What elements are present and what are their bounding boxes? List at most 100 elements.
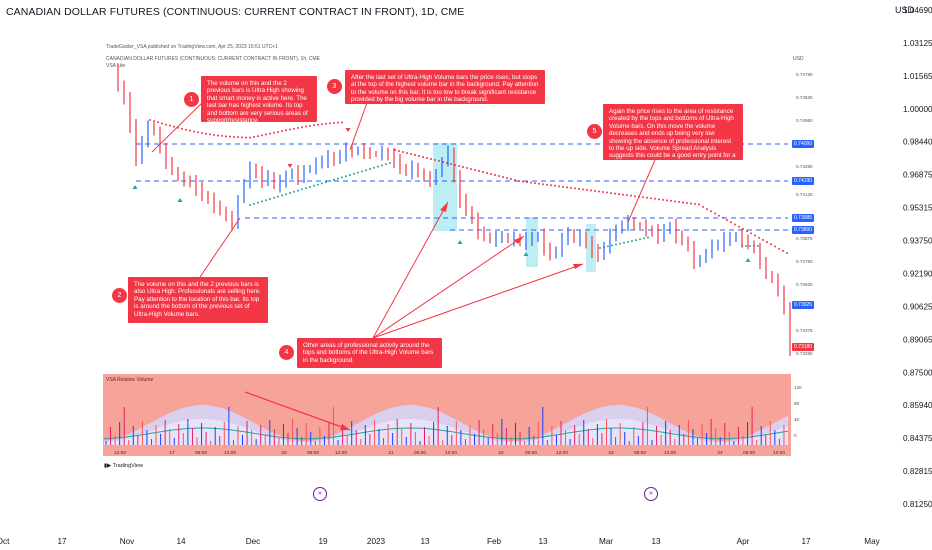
y-tick-label: 0.95315 bbox=[903, 204, 932, 213]
stop-dot bbox=[486, 172, 488, 174]
stop-dot bbox=[317, 123, 319, 126]
support-dot bbox=[643, 237, 645, 240]
inner-time-tick: 06:00 bbox=[743, 450, 755, 456]
y-tick-label: 1.04690 bbox=[903, 6, 932, 15]
support-dot bbox=[647, 236, 649, 239]
inner-time-tick: 12:00 bbox=[224, 450, 236, 456]
arrowhead-4a bbox=[440, 202, 448, 212]
support-dot bbox=[301, 188, 303, 191]
y-tick-label: 0.82815 bbox=[903, 467, 932, 476]
stop-dot bbox=[654, 197, 656, 200]
tradingview-logo-icon: ▮▶ bbox=[104, 463, 113, 469]
stop-dot bbox=[606, 191, 608, 194]
stop-dot bbox=[506, 177, 508, 179]
price-box-4: 0.73890 bbox=[792, 226, 815, 234]
support-dot bbox=[313, 184, 315, 187]
stop-dot bbox=[185, 128, 187, 131]
stop-dot bbox=[570, 186, 572, 189]
stop-dot bbox=[329, 122, 331, 125]
inner-price-tick: 0.73375 bbox=[796, 328, 813, 333]
volume-tick: 12K bbox=[794, 385, 803, 390]
stop-dot bbox=[321, 123, 323, 126]
inner-time-tick: 24 bbox=[717, 450, 723, 456]
support-dot bbox=[627, 240, 629, 243]
annotation-5: Again the price rises to the area of res… bbox=[603, 104, 743, 167]
arrowhead-4b bbox=[514, 236, 524, 244]
support-dot bbox=[623, 241, 625, 244]
support-dot bbox=[377, 165, 379, 168]
callout-arrows bbox=[151, 99, 656, 339]
support-dot bbox=[745, 245, 747, 247]
stop-dot bbox=[490, 173, 492, 175]
stop-dot bbox=[666, 199, 668, 202]
volume-tick: 0 bbox=[794, 433, 797, 438]
support-dot bbox=[611, 244, 613, 247]
stop-dot bbox=[402, 151, 404, 153]
support-dot bbox=[635, 239, 637, 242]
annotation-2: The volume on this and the 2 previous ba… bbox=[128, 277, 268, 323]
stop-dot bbox=[225, 135, 227, 138]
stop-dot bbox=[670, 199, 672, 202]
stop-dot bbox=[289, 128, 291, 131]
x-tick-label: Oct bbox=[0, 537, 10, 546]
support-dot bbox=[369, 168, 371, 170]
stop-dot bbox=[305, 125, 307, 128]
callout-arrow-4c bbox=[372, 263, 584, 339]
sell-signal-marker bbox=[287, 164, 293, 168]
replay-icon[interactable]: » bbox=[644, 487, 658, 501]
callout-arrow-2 bbox=[199, 217, 241, 278]
support-dot bbox=[249, 204, 251, 206]
outer-price-axis: 1.04690 1.03125 1.01565 1.00000 0.98440 0.968… bbox=[903, 6, 932, 509]
annotation-3: After the last set of Ultra-High Volume … bbox=[345, 70, 545, 104]
stop-dot bbox=[422, 156, 424, 158]
inner-time-tick: 12:00 bbox=[335, 450, 347, 456]
stop-dot bbox=[245, 136, 247, 139]
stop-dot bbox=[610, 192, 612, 195]
support-dot bbox=[305, 187, 307, 190]
stop-dot bbox=[165, 123, 167, 126]
stop-dot bbox=[554, 184, 556, 187]
stop-dot bbox=[566, 186, 568, 189]
inner-price-axis: 0.74790 0.74625 0.74560 0.74290 0.74125 0.738… bbox=[794, 72, 813, 438]
stop-dot bbox=[293, 127, 295, 130]
inner-time-axis: 12:00 17 06:00 12:00 20 06:00 12:00 21 06:00 12:0… bbox=[114, 450, 785, 456]
inner-price-tick: 0.73625 bbox=[796, 282, 813, 287]
stop-dot bbox=[698, 203, 700, 206]
x-tick-label: 19 bbox=[318, 537, 328, 546]
inner-time-tick: 12:00 bbox=[773, 450, 785, 456]
support-dot bbox=[619, 242, 621, 245]
support-dot bbox=[357, 171, 359, 174]
stop-dot bbox=[450, 163, 452, 165]
support-dot bbox=[757, 245, 759, 247]
support-dot bbox=[273, 196, 275, 199]
stop-dot bbox=[578, 187, 580, 190]
buy-signal-marker bbox=[177, 198, 183, 202]
stop-dot bbox=[458, 165, 460, 167]
inner-price-tick: 0.74125 bbox=[796, 192, 813, 197]
stop-dot bbox=[217, 134, 219, 137]
inner-price-tick: 0.74625 bbox=[796, 95, 813, 100]
replay-icon[interactable]: » bbox=[313, 487, 327, 501]
stop-dot bbox=[726, 219, 728, 222]
volume-panel-label: VSA Relative Volume bbox=[106, 377, 154, 383]
chart-title: CANADIAN DOLLAR FUTURES (CONTINUOUS: CUR… bbox=[6, 6, 465, 18]
support-dot bbox=[297, 189, 299, 192]
stop-dot bbox=[526, 181, 528, 184]
stop-dot bbox=[193, 130, 195, 133]
callout-arrowheads bbox=[440, 202, 583, 269]
stop-dot bbox=[269, 132, 271, 135]
inner-time-tick: 22 bbox=[498, 450, 504, 456]
stop-dot bbox=[205, 132, 207, 135]
callout-arrow-4a bbox=[372, 201, 449, 339]
stop-dot bbox=[678, 200, 680, 203]
stop-dot bbox=[277, 130, 279, 133]
stop-dot bbox=[522, 180, 524, 183]
stop-dot bbox=[774, 245, 776, 248]
stop-dot bbox=[694, 203, 696, 205]
inner-time-tick: 20 bbox=[281, 450, 287, 456]
y-tick-label: 1.00000 bbox=[903, 105, 932, 114]
support-dot bbox=[345, 175, 347, 178]
stop-dot bbox=[197, 131, 199, 134]
volume-band-inner bbox=[104, 419, 788, 445]
stop-dot bbox=[333, 121, 335, 124]
